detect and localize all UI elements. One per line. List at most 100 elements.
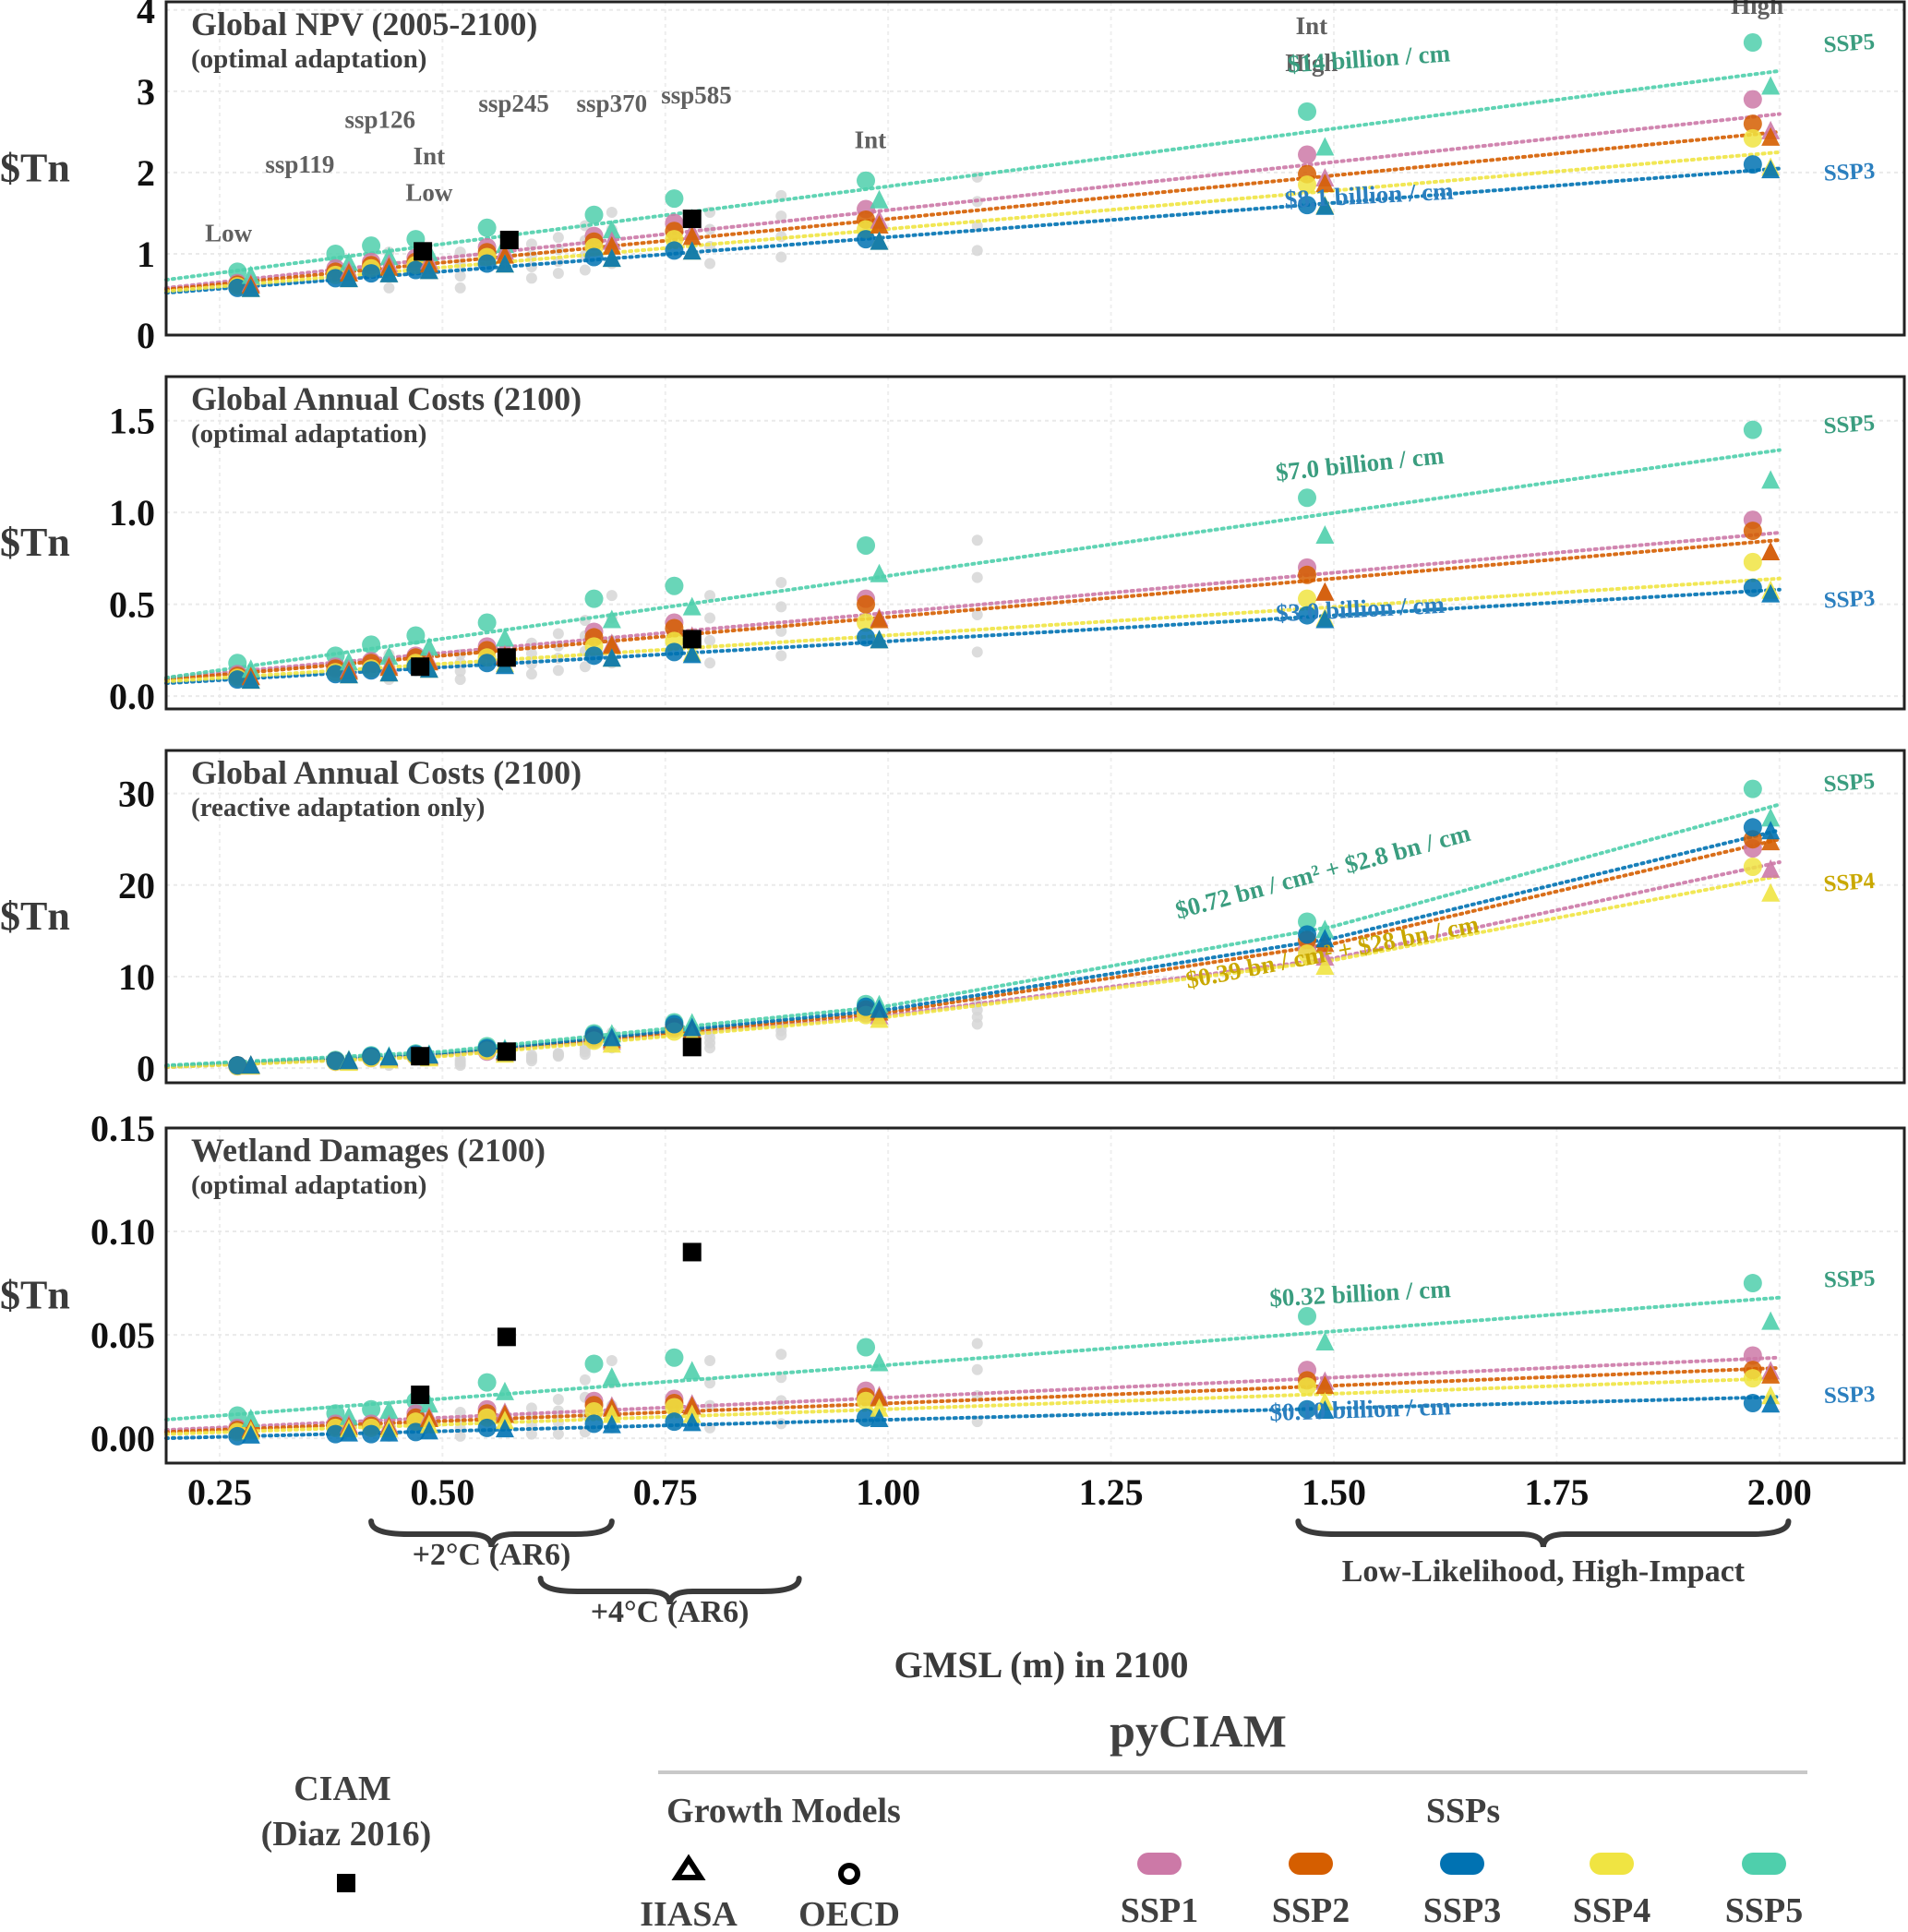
legend-ssp-items: SSP1 SSP2 SSP3 SSP4 SSP5 [1121, 1853, 1803, 1930]
iiasa-point-ssp3 [1315, 929, 1335, 948]
x-tick-label: 1.50 [1302, 1471, 1366, 1513]
iiasa-point-ssp5 [1315, 1332, 1335, 1351]
gray-scenario-point [454, 1430, 466, 1442]
legend-label-ssp1: SSP1 [1121, 1891, 1198, 1930]
oecd-point-ssp5 [665, 576, 684, 595]
legend-label-ssp3: SSP3 [1423, 1891, 1501, 1930]
iiasa-point-ssp4 [870, 1398, 889, 1417]
iiasa-point-ssp3 [241, 1424, 260, 1444]
iiasa-point-ssp3 [682, 1017, 702, 1037]
ciam-point [411, 657, 430, 677]
panel-subtitle: (optimal adaptation) [191, 419, 426, 449]
iiasa-point-ssp3 [379, 1422, 399, 1442]
iiasa-point-ssp3 [602, 248, 621, 268]
oecd-point-ssp1 [1743, 1346, 1762, 1365]
y-tick-label: 0 [137, 1048, 155, 1089]
oecd-point-ssp3 [228, 1056, 247, 1075]
panel-subtitle: (optimal adaptation) [191, 44, 426, 74]
oecd-point-ssp3 [477, 254, 497, 273]
x-axis-label: GMSL (m) in 2100 [894, 1644, 1189, 1686]
gray-scenario-point [704, 657, 716, 669]
legend-ciam-title-line2: (Diaz 2016) [261, 1815, 432, 1854]
legend-swatch-ssp4 [1590, 1853, 1634, 1875]
gray-scenario-point [454, 270, 466, 282]
gray-scenario-point [525, 1049, 537, 1061]
x-tick-label: 1.25 [1079, 1471, 1144, 1513]
panel-annual-optimal: 0.0 0.5 1.0 1.5 $Tn Global Annual Costs (2100… [0, 375, 1906, 717]
legend-ciam-square-marker [337, 1874, 355, 1892]
y-tick-label: 0.5 [109, 584, 155, 626]
iiasa-point-ssp5 [241, 1408, 260, 1427]
gray-scenario-point [704, 1354, 716, 1366]
iiasa-point-ssp3 [1761, 583, 1781, 603]
iiasa-point-ssp3 [241, 278, 260, 297]
iiasa-point-ssp2 [1761, 1364, 1781, 1384]
oecd-point-ssp3 [665, 241, 684, 260]
oecd-point-ssp3 [406, 260, 426, 280]
iiasa-point-ssp4 [602, 1404, 621, 1423]
iiasa-point-ssp3 [602, 648, 621, 667]
slope-annotation: $14 billion / cm [1287, 39, 1451, 78]
oecd-point-ssp5 [1743, 1274, 1762, 1293]
scenario-label: Int [1296, 12, 1328, 40]
gray-scenario-point [525, 1402, 537, 1414]
iiasa-point-ssp3 [1315, 196, 1335, 215]
iiasa-point-ssp3 [682, 241, 702, 260]
scenario-label: Low [205, 220, 253, 247]
ssp-line-label: SSP3 [1823, 159, 1876, 186]
oecd-point-ssp3 [326, 1424, 345, 1444]
trend-line-ssp4 [164, 576, 1782, 684]
oecd-point-ssp5 [326, 244, 345, 263]
oecd-point-ssp2 [665, 618, 684, 638]
iiasa-point-ssp3 [1315, 609, 1335, 629]
ciam-point [682, 210, 702, 229]
oecd-point-ssp5 [584, 205, 604, 224]
y-tick-label: 1.5 [109, 401, 155, 442]
legend-ssp-title: SSPs [1426, 1792, 1500, 1830]
iiasa-point-ssp2 [602, 235, 621, 255]
oecd-point-ssp5 [857, 535, 876, 555]
x-tick-label: 0.50 [410, 1471, 474, 1513]
oecd-point-ssp4 [1743, 1369, 1762, 1388]
ciam-point [497, 1327, 516, 1347]
gray-scenario-point [971, 608, 983, 620]
brace-label: Low-Likelihood, High-Impact [1342, 1554, 1746, 1589]
gray-scenario-point [971, 571, 983, 583]
oecd-point-ssp2 [857, 594, 876, 614]
iiasa-point-ssp2 [1761, 126, 1781, 146]
scenario-label: Int [855, 126, 887, 153]
legend-label-ssp2: SSP2 [1272, 1891, 1350, 1930]
gray-scenario-point [454, 666, 466, 678]
iiasa-point-ssp3 [495, 254, 514, 273]
x-tick-label: 1.00 [856, 1471, 920, 1513]
oecd-point-ssp3 [326, 1051, 345, 1071]
legend-swatch-ssp3 [1440, 1853, 1484, 1875]
oecd-point-ssp5 [1298, 488, 1317, 508]
gray-scenario-point [971, 1338, 983, 1350]
gray-scenario-point [552, 232, 564, 244]
panel-subtitle: (optimal adaptation) [191, 1170, 426, 1200]
panel-title: Global Annual Costs (2100) [191, 380, 582, 417]
oecd-point-ssp3 [326, 269, 345, 288]
slope-annotation: $7.0 billion / cm [1274, 441, 1446, 486]
iiasa-point-ssp3 [870, 231, 889, 250]
gray-scenario-point [606, 590, 618, 602]
oecd-point-ssp3 [584, 646, 604, 666]
panel-frame [164, 1126, 1906, 1465]
oecd-point-ssp4 [1743, 128, 1762, 148]
brace-shape [1295, 1518, 1792, 1548]
y-tick-label: 1 [137, 234, 155, 275]
trend-line-ssp3 [164, 1395, 1782, 1441]
x-tick-label: 1.75 [1524, 1471, 1589, 1513]
iiasa-point-ssp5 [870, 1352, 889, 1372]
oecd-point-ssp3 [1298, 196, 1317, 215]
gray-scenario-point [704, 258, 716, 270]
legend-iiasa-label: IIASA [640, 1895, 738, 1932]
oecd-point-ssp3 [362, 661, 381, 680]
iiasa-point-ssp2 [870, 215, 889, 234]
scenario-label: High [1285, 49, 1338, 77]
gray-scenario-point [579, 264, 591, 276]
legend-label-ssp4: SSP4 [1573, 1891, 1650, 1930]
gray-scenario-point [775, 251, 787, 263]
trend-line-ssp4 [164, 1376, 1782, 1436]
